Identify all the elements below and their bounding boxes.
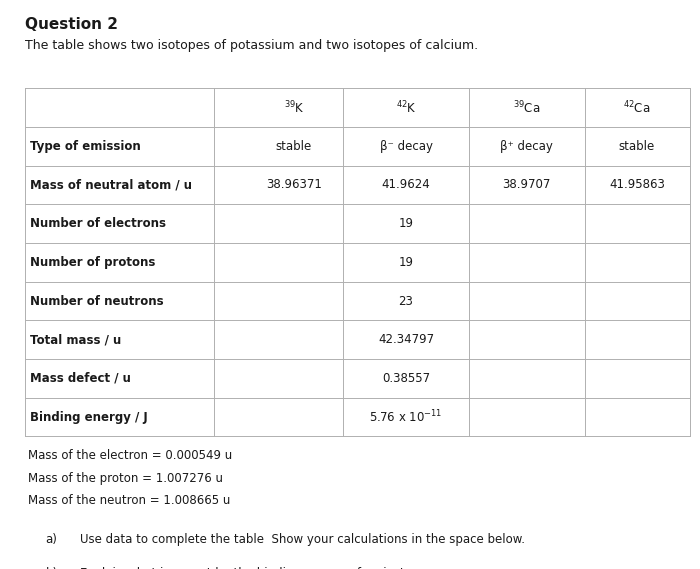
- Text: 19: 19: [398, 256, 414, 269]
- Text: β⁺ decay: β⁺ decay: [500, 140, 553, 152]
- Text: 19: 19: [398, 217, 414, 230]
- Text: 42.34797: 42.34797: [378, 333, 434, 346]
- Text: β⁻ decay: β⁻ decay: [379, 140, 433, 152]
- Text: 23: 23: [398, 295, 414, 307]
- Text: $^{42}$K: $^{42}$K: [395, 99, 416, 116]
- Text: Use data to complete the table  Show your calculations in the space below.: Use data to complete the table Show your…: [80, 533, 526, 546]
- Text: Binding energy / J: Binding energy / J: [30, 411, 148, 423]
- Text: 41.95863: 41.95863: [609, 179, 665, 191]
- Text: 0.38557: 0.38557: [382, 372, 430, 385]
- Text: Explain what is meant by the binding energy of an isotope.: Explain what is meant by the binding ene…: [80, 567, 430, 569]
- Text: stable: stable: [276, 140, 312, 152]
- Text: 5.76 x 10$^{-11}$: 5.76 x 10$^{-11}$: [370, 409, 442, 426]
- Text: Total mass / u: Total mass / u: [30, 333, 121, 346]
- Text: Number of electrons: Number of electrons: [30, 217, 166, 230]
- Text: Mass of neutral atom / u: Mass of neutral atom / u: [30, 179, 192, 191]
- Text: stable: stable: [619, 140, 655, 152]
- Text: Mass of the neutron = 1.008665 u: Mass of the neutron = 1.008665 u: [28, 494, 230, 508]
- Text: Number of protons: Number of protons: [30, 256, 155, 269]
- Text: $^{42}$Ca: $^{42}$Ca: [623, 99, 651, 116]
- Text: The table shows two isotopes of potassium and two isotopes of calcium.: The table shows two isotopes of potassiu…: [25, 39, 477, 52]
- Text: b): b): [46, 567, 57, 569]
- Text: Mass of the electron = 0.000549 u: Mass of the electron = 0.000549 u: [28, 449, 232, 462]
- Text: $^{39}$Ca: $^{39}$Ca: [512, 99, 540, 116]
- Text: 41.9624: 41.9624: [382, 179, 430, 191]
- Text: Type of emission: Type of emission: [30, 140, 141, 152]
- Text: $^{39}$K: $^{39}$K: [284, 99, 304, 116]
- Text: Number of neutrons: Number of neutrons: [30, 295, 164, 307]
- Text: Mass defect / u: Mass defect / u: [30, 372, 131, 385]
- Text: Question 2: Question 2: [25, 17, 118, 32]
- Text: Mass of the proton = 1.007276 u: Mass of the proton = 1.007276 u: [28, 472, 223, 485]
- Text: 38.96371: 38.96371: [266, 179, 322, 191]
- Text: a): a): [46, 533, 57, 546]
- Text: 38.9707: 38.9707: [502, 179, 551, 191]
